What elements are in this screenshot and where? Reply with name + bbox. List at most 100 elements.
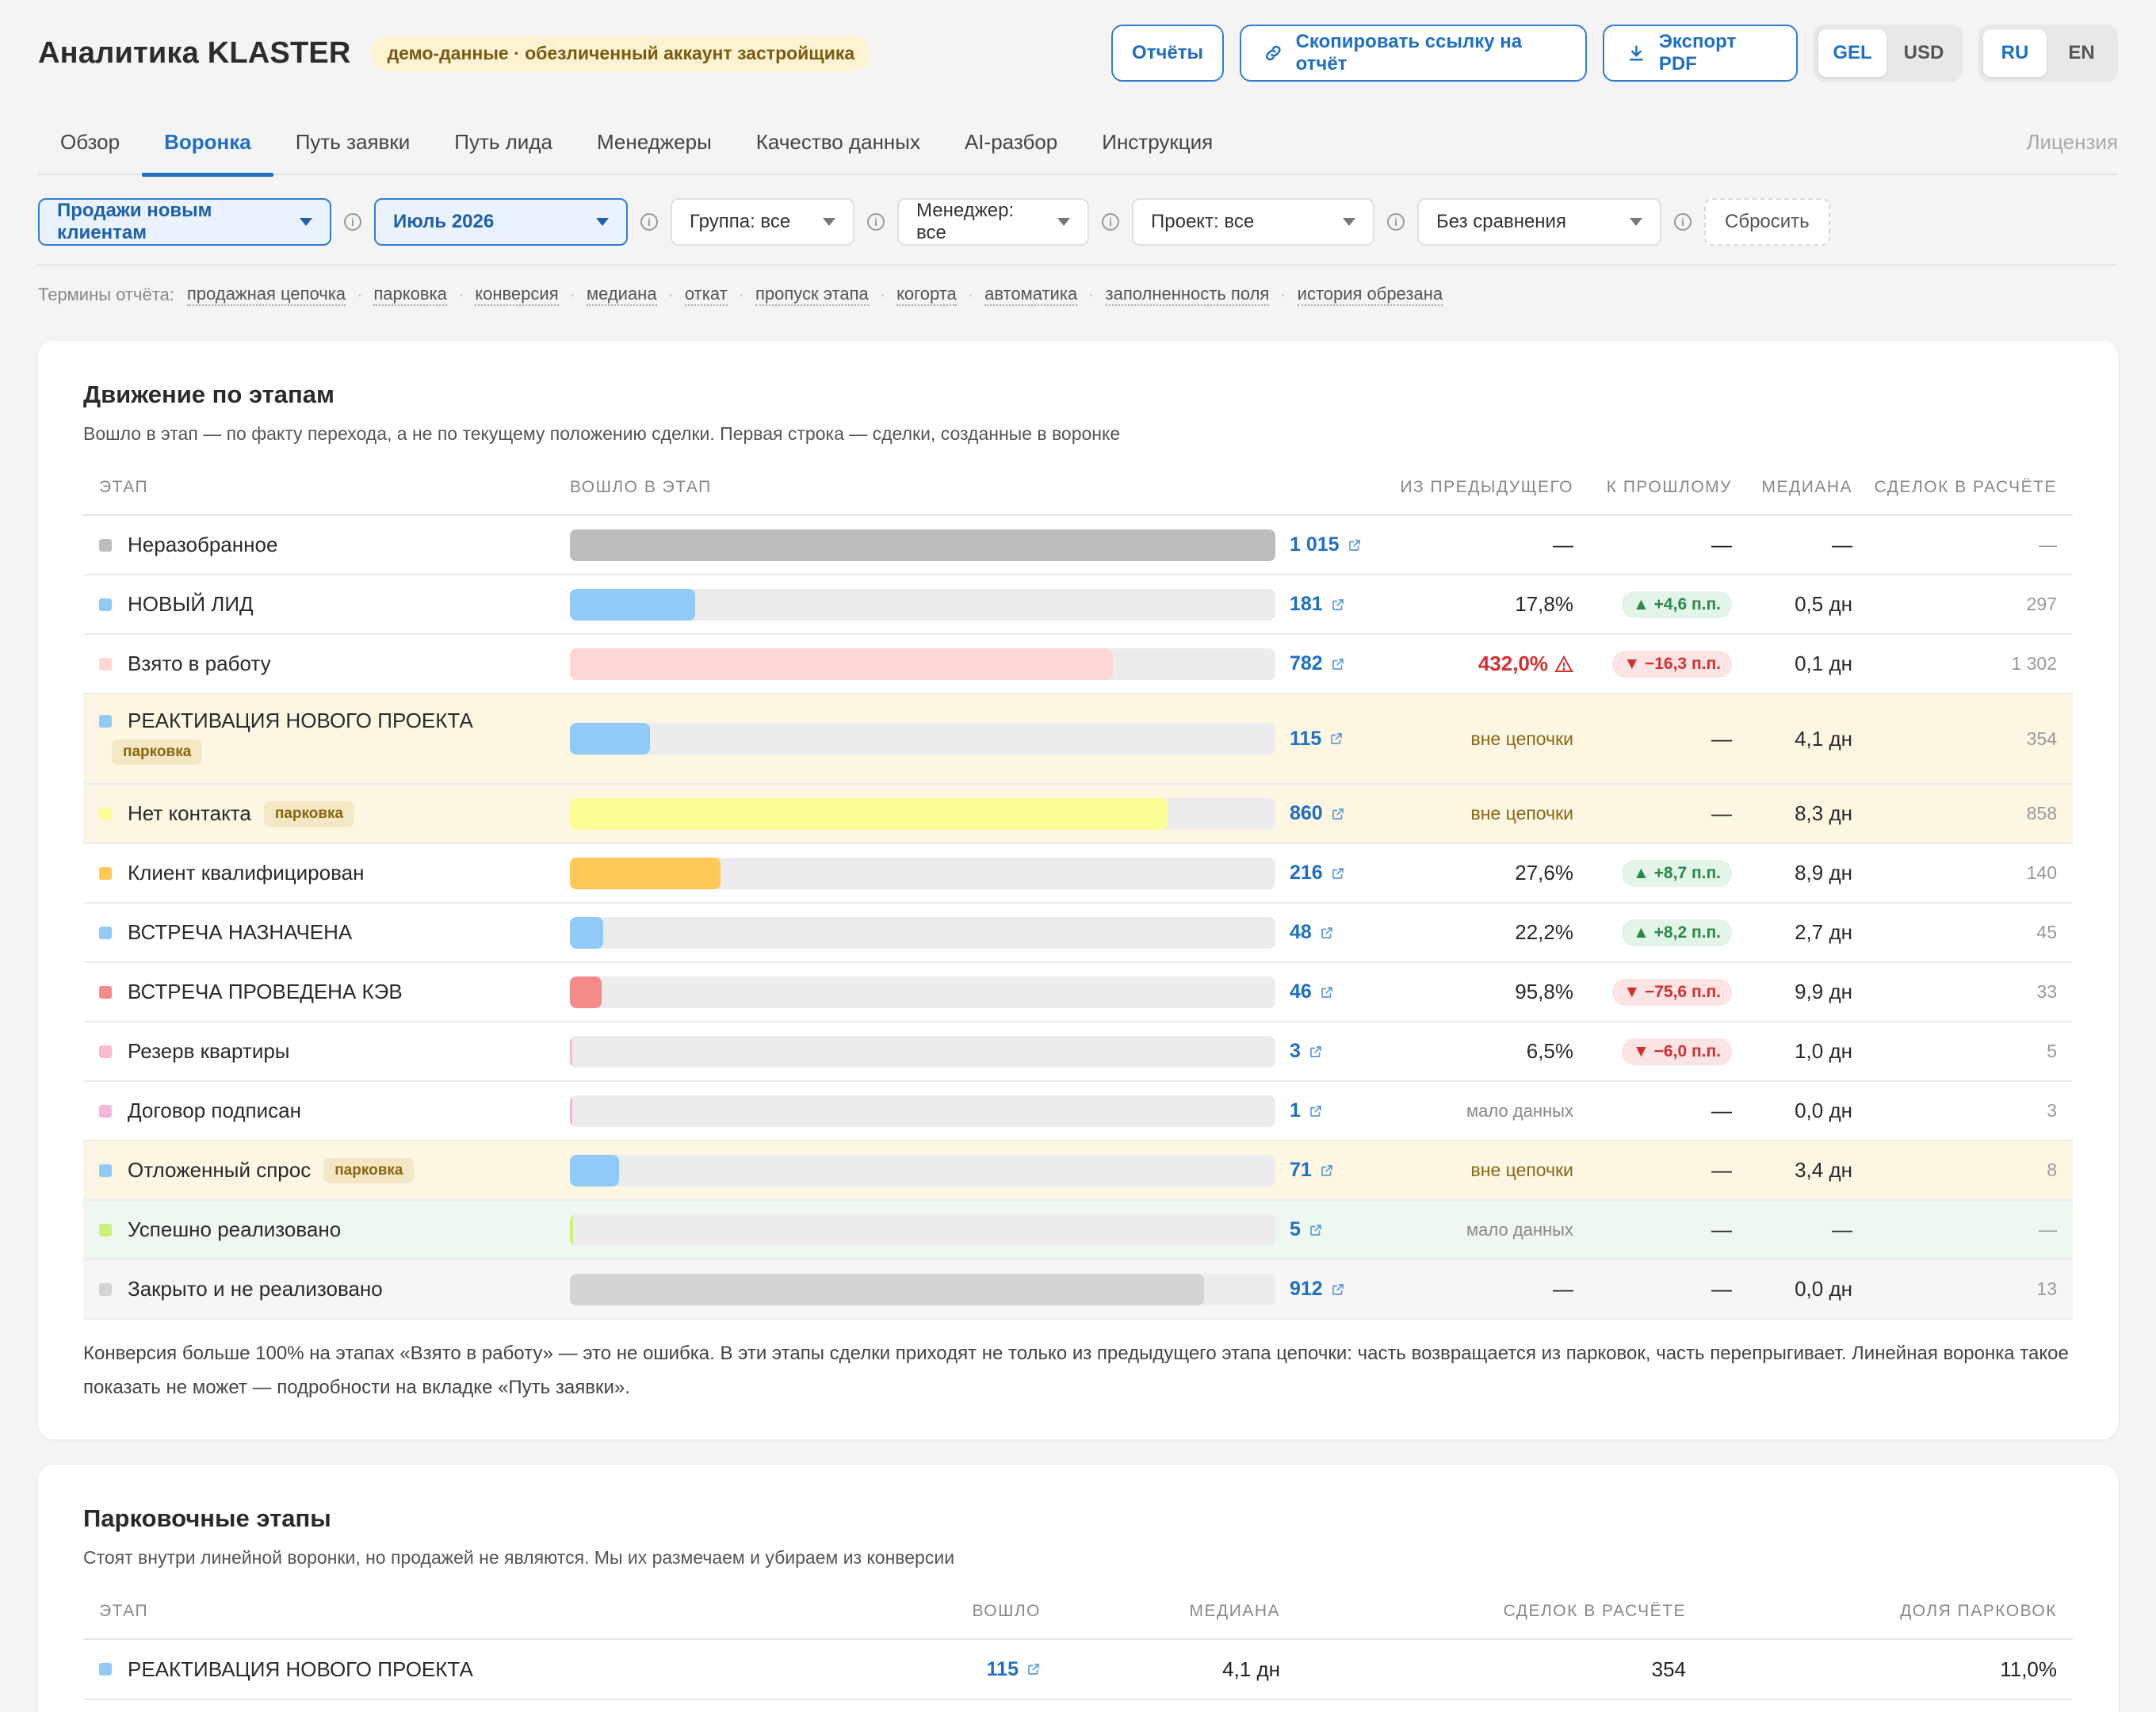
entered-count-link[interactable]: 181: [1290, 593, 1345, 616]
stage-name: Отложенный спрос: [128, 1158, 312, 1182]
table-row: НОВЫЙ ЛИД 181 17,8% ▲ +4,6 п.п. 0,5 дн 297: [83, 575, 2073, 635]
term-link[interactable]: пропуск этапа: [755, 284, 869, 306]
info-icon[interactable]: i: [1102, 213, 1119, 231]
project-select[interactable]: Проект: все: [1132, 198, 1374, 246]
export-pdf-label: Экспорт PDF: [1658, 31, 1737, 75]
stage-cell: Успешно реализовано: [99, 1217, 543, 1242]
header-actions: Отчёты Скопировать ссылку на отчёт Экспо…: [1111, 25, 2118, 82]
info-icon[interactable]: i: [344, 213, 361, 231]
table-row: ВСТРЕЧА НАЗНАЧЕНА 48 22,2% ▲ +8,2 п.п. 2,7 д…: [83, 904, 2073, 963]
filter-bar: Продажи новым клиентам i Июль 2026 i Гру…: [38, 198, 2118, 246]
currency-usd[interactable]: USD: [1903, 42, 1944, 63]
term-link[interactable]: откат: [684, 284, 728, 306]
median-value: 0,1 дн: [1795, 652, 1852, 675]
entered-count: 216: [1290, 862, 1323, 884]
entered-count-link[interactable]: 71: [1290, 1159, 1334, 1182]
manager-select[interactable]: Менеджер: все: [897, 198, 1089, 246]
term-link[interactable]: продажная цепочка: [186, 284, 346, 306]
entered-count: 115: [1290, 727, 1322, 750]
language-en[interactable]: EN: [2068, 42, 2095, 63]
stage-cell: Отложенный спрос парковка: [99, 1157, 543, 1183]
tab-request-path[interactable]: Путь заявки: [295, 130, 411, 154]
delta-badge: ▼ −75,6 п.п.: [1612, 979, 1732, 1006]
license-link[interactable]: Лицензия: [2026, 130, 2118, 154]
tab-managers[interactable]: Менеджеры: [596, 130, 712, 154]
entered-count-link[interactable]: 216: [1290, 862, 1345, 885]
tab-lead-path[interactable]: Путь лида: [454, 130, 552, 154]
period-select[interactable]: Июль 2026: [374, 198, 628, 246]
entered-count-link[interactable]: 46: [1290, 980, 1334, 1003]
to-past-cell: —: [1711, 1099, 1732, 1123]
term-link[interactable]: парковка: [373, 284, 447, 306]
entered-count-link[interactable]: 1: [1290, 1099, 1323, 1122]
stages-table: Этап Вошло в этап Из предыдущего К прошл…: [83, 460, 2073, 1320]
entered-bar: [570, 1035, 1275, 1068]
card-subtitle: Стоят внутри линейной воронки, но продаж…: [83, 1547, 955, 1568]
term-link[interactable]: заполненность поля: [1105, 284, 1270, 306]
from-prev-text: 432,0%: [1477, 652, 1548, 675]
from-prev-text: 22,2%: [1515, 920, 1573, 944]
tab-ai-review[interactable]: AI-разбор: [964, 130, 1058, 154]
to-past-cell: ▼ −75,6 п.п.: [1612, 978, 1732, 1006]
pipeline-select[interactable]: Продажи новым клиентам: [38, 198, 331, 246]
entered-count-link[interactable]: 912: [1290, 1278, 1345, 1301]
parking-stages-card: Парковочные этапы Стоят внутри линейной …: [38, 1465, 2118, 1712]
deals-value: 45: [2036, 922, 2057, 942]
term-link[interactable]: когорта: [896, 284, 957, 306]
term-link[interactable]: автоматика: [984, 284, 1078, 306]
from-prev-text: вне цепочки: [1470, 1160, 1573, 1180]
language-ru[interactable]: RU: [1983, 29, 2047, 77]
reset-filters-button[interactable]: Сбросить: [1704, 198, 1830, 246]
to-past-cell: ▼ −6,0 п.п.: [1622, 1038, 1732, 1065]
export-pdf-button[interactable]: Экспорт PDF: [1603, 25, 1798, 82]
info-icon[interactable]: i: [867, 213, 885, 231]
currency-gel[interactable]: GEL: [1818, 29, 1886, 77]
entered-bar: [570, 588, 1275, 621]
info-icon[interactable]: i: [640, 213, 658, 231]
col-stage: Этап: [99, 478, 149, 496]
entered-count-link[interactable]: 48: [1290, 921, 1334, 944]
group-select[interactable]: Группа: все: [671, 198, 854, 246]
entered-bar-fill: [570, 857, 721, 889]
group-select-value: Группа: все: [690, 211, 791, 232]
entered-count: 48: [1290, 921, 1312, 943]
term-link[interactable]: история обрезана: [1297, 284, 1443, 306]
term-link[interactable]: медиана: [586, 284, 657, 306]
language-switch: RU EN: [1978, 25, 2118, 82]
tab-funnel[interactable]: Воронка: [142, 114, 273, 177]
copy-link-button[interactable]: Скопировать ссылку на отчёт: [1240, 25, 1587, 82]
stage-movement-card: Движение по этапам Вошло в этап — по фак…: [38, 341, 2118, 1439]
entered-bar-fill: [570, 648, 1113, 680]
tab-bar: Обзор Воронка Путь заявки Путь лида Мене…: [38, 114, 2118, 177]
reports-button[interactable]: Отчёты: [1111, 25, 1224, 82]
entered-count-link[interactable]: 5: [1290, 1218, 1323, 1241]
info-icon[interactable]: i: [1674, 213, 1692, 231]
tab-data-quality[interactable]: Качество данных: [755, 130, 920, 154]
from-prev-value: вне цепочки: [1471, 728, 1573, 750]
entered-count-link[interactable]: 3: [1290, 1040, 1323, 1063]
project-select-value: Проект: все: [1151, 211, 1255, 232]
entered-count: 115: [986, 1657, 1019, 1680]
entered-count-link[interactable]: 115: [1290, 728, 1344, 751]
entered-count-link[interactable]: 1 015: [1290, 533, 1362, 556]
entered-count-link[interactable]: 860: [1290, 802, 1345, 825]
tab-instructions[interactable]: Инструкция: [1102, 130, 1214, 154]
chevron-down-icon: [1057, 218, 1070, 226]
median-value: 8,9 дн: [1795, 861, 1852, 885]
info-icon[interactable]: i: [1387, 213, 1405, 231]
entered-count-link[interactable]: 782: [1290, 652, 1345, 675]
stage-color-swatch: [99, 538, 112, 552]
comparison-select[interactable]: Без сравнения: [1417, 198, 1661, 246]
delta-value: —: [1711, 1158, 1732, 1182]
entered-count: 860: [1290, 802, 1323, 824]
entered-count-link[interactable]: 115: [987, 1658, 1041, 1681]
col-share: Доля парковок: [1900, 1602, 2057, 1620]
chevron-down-icon: [1630, 218, 1642, 226]
separator-dot: ·: [967, 285, 974, 304]
deals-value: 3: [2047, 1100, 2057, 1121]
term-link[interactable]: конверсия: [475, 284, 559, 306]
chevron-down-icon: [300, 218, 312, 226]
tab-overview[interactable]: Обзор: [60, 130, 120, 154]
to-past-cell: —: [1711, 533, 1732, 557]
download-icon: [1629, 45, 1643, 61]
